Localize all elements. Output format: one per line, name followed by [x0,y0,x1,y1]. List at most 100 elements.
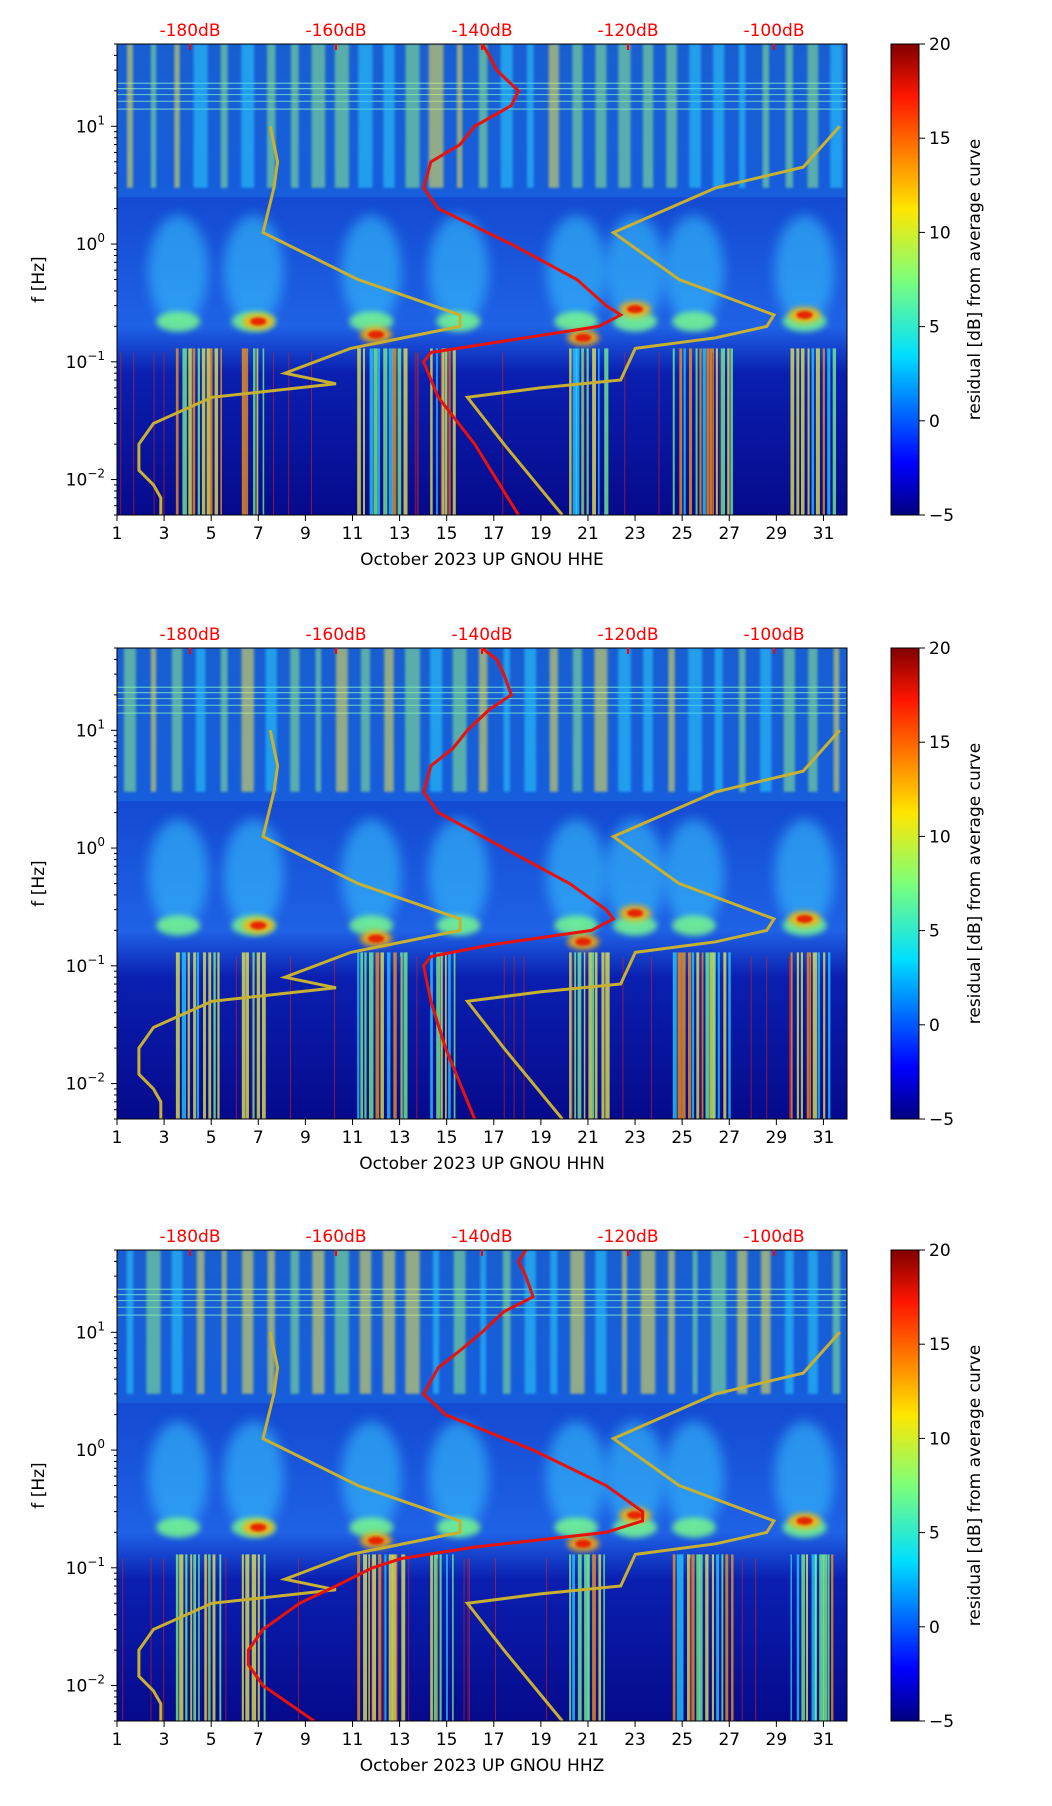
top-tick-label: -140dB [451,1227,512,1247]
spectrogram-image [117,1250,847,1721]
x-tick-label: 25 [671,1730,693,1750]
top-tick-label: -100dB [743,1227,804,1247]
x-axis-label: October 2023 UP GNOU HHN [359,1154,605,1174]
x-tick-label: 9 [300,524,311,544]
x-tick-label: 7 [253,1730,264,1750]
y-tick-label: 10−1 [66,349,105,373]
colorbar: 20 15 10 5 0 −5 residual [dB] from average cur… [890,639,985,1130]
x-tick-label: 7 [253,524,264,544]
colorbar-gradient [890,1249,920,1722]
x-tick-label: 15 [436,1730,458,1750]
nhnm-line [464,125,841,515]
y-tick-label: 10−2 [66,467,105,491]
top-tick-label: -160dB [305,21,366,41]
colorbar-tick-label: −5 [929,1712,954,1732]
y-tick-label: 10−2 [66,1071,105,1095]
x-tick-label: 9 [300,1730,311,1750]
y-tick-label: 10−2 [66,1673,105,1697]
top-tick-label: -180dB [159,1227,220,1247]
x-tick-label: 1 [112,524,123,544]
x-tick-label: 21 [577,1128,599,1148]
colorbar-gradient [890,43,920,516]
top-tick-label: -160dB [305,625,366,645]
colorbar-label: residual [dB] from average curve [965,1345,985,1626]
x-axis-label: October 2023 UP GNOU HHE [360,550,604,570]
x-tick-label: 5 [206,524,217,544]
colorbar-tick-label: 15 [929,1335,951,1355]
y-tick-label: 100 [76,1437,105,1461]
x-tick-label: 5 [206,1730,217,1750]
spectrogram-image [117,44,847,515]
x-tick-label: 23 [624,524,646,544]
x-tick-label: 19 [530,524,552,544]
top-tick-label: -180dB [159,625,220,645]
average-curve-line [421,648,616,1119]
colorbar-tick-label: −5 [929,1110,954,1130]
x-tick-label: 23 [624,1128,646,1148]
top-tick-label: -120dB [597,21,658,41]
colorbar-tick-label: 20 [929,1241,951,1261]
x-tick-label: 9 [300,1128,311,1148]
x-tick-label: 5 [206,1128,217,1148]
colorbar-tick-label: 10 [929,1429,951,1449]
spectrogram-image [117,648,847,1119]
x-tick-label: 13 [389,524,411,544]
x-tick-label: 23 [624,1730,646,1750]
y-tick-label: 101 [76,717,105,741]
colorbar: 20 15 10 5 0 −5 residual [dB] from average cur… [890,1241,985,1732]
colorbar-tick-label: 5 [929,318,940,338]
x-tick-label: 13 [389,1128,411,1148]
x-tick-label: 29 [766,1128,788,1148]
x-tick-label: 25 [671,524,693,544]
y-tick-label: 100 [76,231,105,255]
x-tick-label: 17 [483,1730,505,1750]
x-tick-label: 25 [671,1128,693,1148]
colorbar-tick-label: 0 [929,412,940,432]
x-axis-label: October 2023 UP GNOU HHZ [360,1756,605,1776]
nlnm-line [137,729,462,1119]
x-tick-label: 1 [112,1128,123,1148]
x-tick-label: 29 [766,1730,788,1750]
top-tick-label: -180dB [159,21,220,41]
colorbar-tick-label: 10 [929,223,951,243]
top-tick-label: -100dB [743,21,804,41]
x-tick-label: 7 [253,1128,264,1148]
x-tick-label: 31 [813,1730,835,1750]
colorbar-tick-label: 0 [929,1016,940,1036]
y-tick-label: 100 [76,835,105,859]
top-tick-label: -120dB [597,625,658,645]
x-tick-label: 21 [577,1730,599,1750]
x-tick-label: 3 [159,1128,170,1148]
colorbar-label: residual [dB] from average curve [965,743,985,1024]
x-tick-label: 27 [718,524,740,544]
y-axis-label: f [Hz] [29,256,49,302]
colorbar-tick-label: 5 [929,1524,940,1544]
x-tick-label: 3 [159,1730,170,1750]
x-tick-label: 15 [436,524,458,544]
x-tick-label: 17 [483,1128,505,1148]
x-tick-label: 27 [718,1128,740,1148]
y-tick-label: 10−1 [66,1555,105,1579]
top-tick-label: -120dB [597,1227,658,1247]
y-tick-label: 101 [76,113,105,137]
x-tick-label: 19 [530,1730,552,1750]
x-tick-label: 19 [530,1128,552,1148]
nhnm-line [464,1331,841,1721]
average-curve-line [421,44,624,515]
top-tick-label: -140dB [451,21,512,41]
x-tick-label: 21 [577,524,599,544]
colorbar-tick-label: 20 [929,35,951,55]
x-tick-label: 15 [436,1128,458,1148]
y-tick-label: 101 [76,1319,105,1343]
x-tick-label: 31 [813,524,835,544]
x-tick-label: 17 [483,524,505,544]
x-tick-label: 11 [342,1128,364,1148]
colorbar-tick-label: 15 [929,733,951,753]
y-tick-label: 10−1 [66,953,105,977]
nlnm-line [137,125,462,515]
average-curve-line [246,1250,645,1721]
